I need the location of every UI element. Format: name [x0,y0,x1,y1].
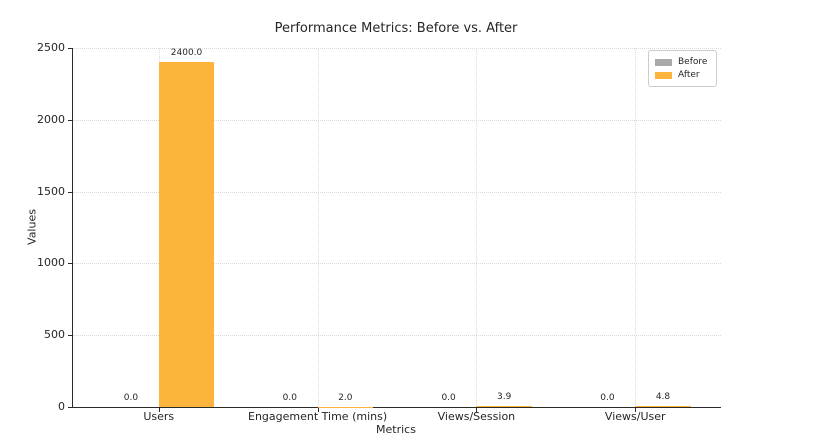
y-gridline [73,191,721,193]
y-tick-label: 0 [58,400,65,413]
x-tick-label: Engagement Time (mins) [248,410,388,423]
legend-item-before: Before [655,56,707,68]
y-tick-mark [68,335,72,337]
x-axis-label: Metrics [376,423,416,436]
chart-title: Performance Metrics: Before vs. After [274,21,518,36]
x-tick-label: Views/User [604,410,666,423]
plot-area: 0 500 1000 1500 2000 2500 Users Engagement Time… [37,42,721,423]
y-gridline [73,335,721,337]
bar-value-label: 4.8 [655,392,671,403]
y-tick-mark [68,191,72,193]
y-tick-label: 1000 [37,256,65,270]
bar-after [635,406,691,407]
x-gridline [635,48,637,407]
bar-value-label: 0.0 [600,393,615,403]
y-tick-label: 2000 [37,112,65,126]
bar-value-label: 0.0 [282,393,297,403]
x-tick-label: Views/Session [437,410,516,423]
bar-value-label: 2.0 [338,392,353,403]
legend-label: After [678,70,700,80]
bar-after [476,406,532,407]
legend: Before After [648,50,718,87]
bar-value-label: 2400.0 [170,48,203,59]
x-tick-mark [158,408,160,412]
x-tick-label: Users [143,410,175,423]
x-tick-mark [317,408,319,412]
bar-value-label: 3.9 [497,392,512,403]
legend-swatch-after [655,71,672,79]
y-gridline [73,48,721,49]
legend-swatch-before [655,58,672,66]
x-gridline [476,48,478,407]
y-tick-mark [68,263,72,265]
bar-after [158,62,215,407]
x-gridline [317,48,319,407]
y-tick-label: 2500 [37,41,65,54]
y-tick-mark [68,119,72,121]
y-tick-label: 1500 [37,184,65,198]
bar-value-label: 0.0 [441,393,456,403]
y-axis-label: Values [25,209,39,245]
y-gridline [73,119,721,121]
legend-item-after: After [655,69,707,81]
legend-label: Before [678,57,708,67]
y-tick-mark [68,407,72,408]
x-tick-mark [476,408,478,412]
bar-value-label: 0.0 [123,393,139,403]
x-tick-mark [635,408,637,412]
y-tick-mark [68,48,72,49]
y-tick-label: 500 [44,328,65,342]
y-gridline [73,263,721,265]
